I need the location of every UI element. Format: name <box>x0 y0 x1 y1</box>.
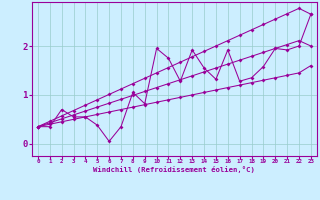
X-axis label: Windchill (Refroidissement éolien,°C): Windchill (Refroidissement éolien,°C) <box>93 166 255 173</box>
